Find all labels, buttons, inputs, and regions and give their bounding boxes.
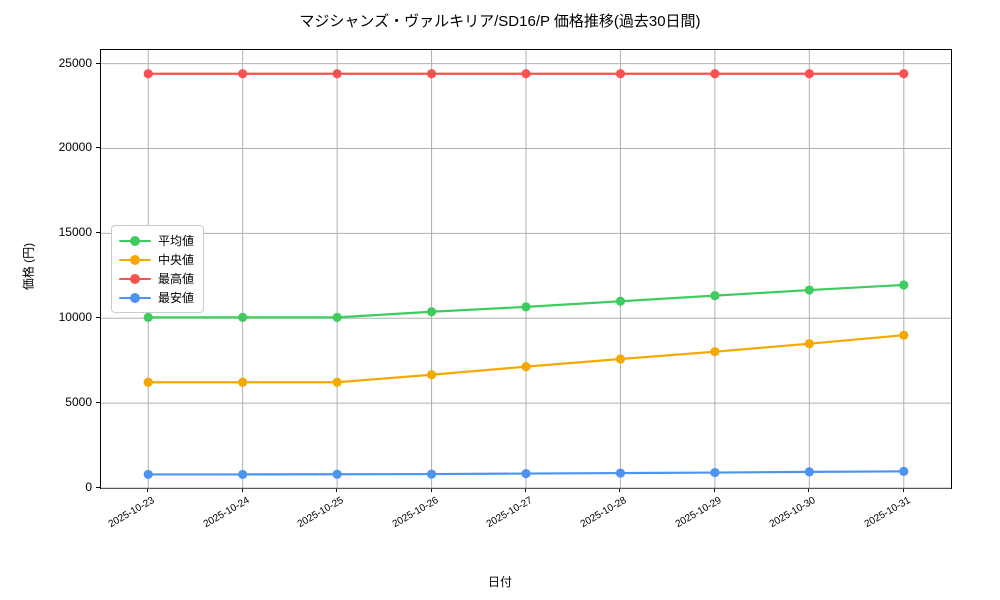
legend-swatch-icon — [119, 292, 151, 304]
x-axis-tick-mark — [147, 488, 149, 492]
data-point-marker[interactable] — [899, 330, 909, 340]
y-axis-tick-mark — [96, 487, 100, 488]
data-point-marker[interactable] — [710, 291, 720, 301]
x-axis-tick-mark — [241, 488, 243, 492]
data-point-marker[interactable] — [238, 377, 248, 387]
y-axis-tick-label: 10000 — [58, 310, 92, 325]
x-axis-tick-label: 2025-10-30 — [768, 495, 818, 531]
data-point-marker[interactable] — [521, 69, 531, 79]
legend-swatch-icon — [119, 273, 151, 285]
y-axis-tick-mark — [96, 147, 100, 149]
chart-title: マジシャンズ・ヴァルキリア/SD16/P 価格推移(過去30日間) — [299, 13, 701, 30]
data-point-marker[interactable] — [899, 280, 909, 290]
legend-label: 平均値 — [158, 234, 195, 248]
data-point-marker[interactable] — [615, 468, 626, 478]
x-axis-tick-mark — [336, 488, 338, 492]
data-point-marker[interactable] — [804, 339, 814, 349]
data-point-marker[interactable] — [332, 377, 342, 387]
data-point-marker[interactable] — [426, 69, 437, 79]
x-axis-tick-label: 2025-10-28 — [579, 495, 629, 531]
x-axis-tick-mark — [902, 488, 904, 492]
legend-label: 中央値 — [158, 253, 195, 267]
x-axis-tick-label: 2025-10-25 — [295, 495, 346, 531]
x-axis-tick-mark — [430, 488, 432, 492]
y-axis-tick-label: 0 — [85, 480, 92, 494]
x-axis-tick-label: 2025-10-24 — [201, 495, 252, 531]
data-point-marker[interactable] — [710, 467, 720, 478]
data-point-marker[interactable] — [426, 469, 437, 479]
data-point-marker[interactable] — [615, 296, 626, 306]
y-axis-tick-mark — [96, 232, 100, 234]
series-layer — [143, 69, 909, 480]
y-axis-tick-mark — [96, 62, 100, 64]
data-point-marker[interactable] — [804, 467, 814, 477]
x-axis-tick-label: 2025-10-26 — [390, 495, 441, 531]
data-point-marker[interactable] — [238, 312, 248, 322]
data-point-marker[interactable] — [710, 347, 720, 357]
x-axis-label: 日付 — [487, 575, 512, 589]
y-axis-tick-mark — [96, 317, 100, 319]
data-point-marker[interactable] — [143, 312, 153, 322]
data-point-marker[interactable] — [521, 302, 531, 312]
data-point-marker[interactable] — [615, 69, 626, 79]
x-axis-tick-mark — [713, 488, 715, 492]
y-axis-label: 価格 (円) — [21, 242, 36, 291]
plot-area — [100, 49, 952, 489]
legend-item-2[interactable]: 最高値 — [119, 269, 194, 288]
x-axis-tick-label: 2025-10-23 — [106, 495, 157, 531]
data-point-marker[interactable] — [332, 69, 342, 79]
data-point-marker[interactable] — [521, 468, 531, 479]
x-axis-tick-mark — [808, 488, 810, 492]
data-point-marker[interactable] — [899, 466, 909, 476]
series-line-1 — [147, 334, 905, 384]
legend-swatch-icon — [119, 235, 151, 247]
y-axis-tick-label: 20000 — [58, 140, 92, 155]
x-axis-tick-label: 2025-10-31 — [862, 495, 913, 531]
data-point-marker[interactable] — [143, 377, 153, 387]
legend-swatch-icon — [119, 254, 151, 266]
data-point-marker[interactable] — [804, 69, 814, 79]
data-point-marker[interactable] — [238, 69, 248, 79]
x-axis-tick-mark — [619, 488, 621, 492]
data-point-marker[interactable] — [521, 362, 531, 372]
legend-label: 最高値 — [158, 272, 195, 286]
data-point-marker[interactable] — [804, 285, 814, 295]
x-axis-tick-mark — [525, 488, 526, 492]
data-point-marker[interactable] — [143, 469, 153, 480]
data-point-marker[interactable] — [899, 69, 909, 79]
y-axis-tick-mark — [96, 402, 100, 404]
grid-layer — [101, 50, 951, 489]
y-axis-tick-label: 5000 — [65, 395, 92, 410]
chart-legend[interactable]: 平均値中央値最高値最安値 — [111, 225, 205, 313]
data-point-marker[interactable] — [710, 69, 720, 79]
series-line-0 — [147, 283, 905, 319]
legend-item-3[interactable]: 最安値 — [119, 288, 194, 307]
data-point-marker[interactable] — [238, 469, 248, 480]
legend-item-0[interactable]: 平均値 — [119, 231, 194, 250]
data-point-marker[interactable] — [426, 370, 437, 380]
legend-label: 最安値 — [158, 291, 195, 305]
data-point-marker[interactable] — [143, 69, 153, 79]
y-axis-tick-label: 15000 — [58, 225, 92, 240]
data-point-marker[interactable] — [615, 354, 626, 364]
data-point-marker[interactable] — [332, 312, 342, 322]
y-axis-tick-label: 25000 — [58, 55, 92, 70]
data-point-marker[interactable] — [332, 469, 342, 479]
data-point-marker[interactable] — [426, 307, 437, 317]
legend-item-1[interactable]: 中央値 — [119, 250, 194, 269]
